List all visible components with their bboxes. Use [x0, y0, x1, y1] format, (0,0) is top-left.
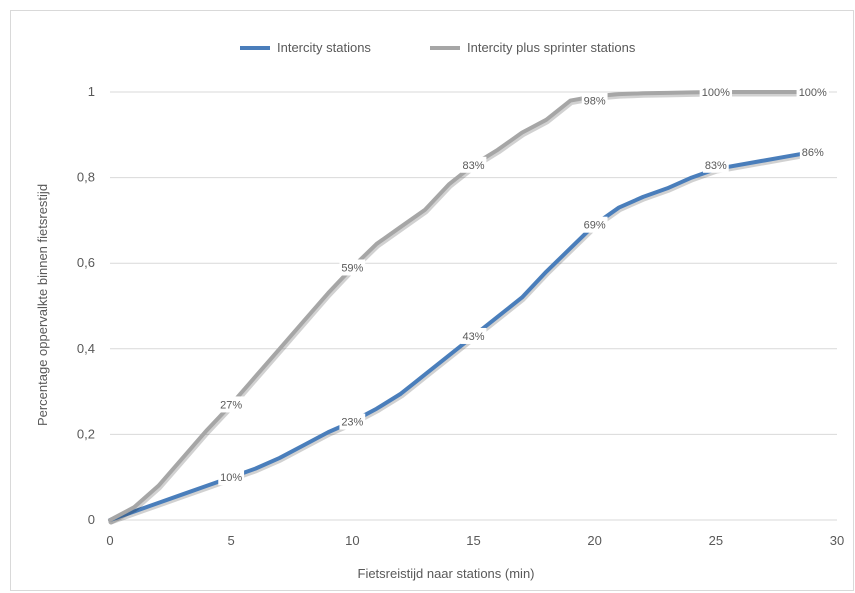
- legend: Intercity stations Intercity plus sprinte…: [240, 40, 636, 55]
- data-label: 100%: [702, 87, 730, 99]
- y-tick-label: 1: [88, 84, 95, 99]
- data-label-bg: [581, 216, 608, 233]
- y-tick-label: 0,4: [77, 341, 95, 356]
- x-tick-label: 0: [106, 533, 113, 548]
- series-layer: [108, 90, 817, 525]
- data-label: 83%: [462, 160, 484, 172]
- series-line-1: [108, 90, 815, 522]
- data-label: 83%: [705, 160, 727, 172]
- data-labels: 10% 23% 43% 69% 83% 86% 27% 59% 83% 98% 100% 100%: [218, 84, 829, 486]
- x-tick-label: 15: [466, 533, 480, 548]
- data-label-bg: [460, 156, 487, 173]
- data-label: 27%: [220, 399, 242, 411]
- data-label-bg: [218, 396, 245, 413]
- data-label-bg: [339, 413, 366, 430]
- x-axis-title: Fietsreistijd naar stations (min): [358, 566, 535, 581]
- y-axis: 0 0,2 0,4 0,6 0,8 1: [77, 84, 95, 527]
- data-label-bg: [460, 327, 487, 344]
- data-label: 10%: [220, 472, 242, 484]
- x-tick-label: 20: [587, 533, 601, 548]
- x-axis: 0 5 10 15 20 25 30: [106, 533, 844, 548]
- data-label-bg: [581, 92, 608, 109]
- data-label: 86%: [802, 147, 824, 159]
- x-tick-label: 30: [830, 533, 844, 548]
- data-label-bg: [799, 143, 826, 160]
- x-tick-label: 25: [709, 533, 723, 548]
- gridlines: [110, 91, 837, 521]
- data-label-bg: [218, 469, 245, 486]
- data-label: 43%: [462, 331, 484, 343]
- y-tick-label: 0,6: [77, 255, 95, 270]
- y-tick-label: 0: [88, 512, 95, 527]
- x-tick-label: 10: [345, 533, 359, 548]
- data-label: 59%: [341, 262, 363, 274]
- legend-label-1: Intercity plus sprinter stations: [467, 40, 636, 55]
- legend-label-0: Intercity stations: [277, 40, 371, 55]
- data-label: 23%: [341, 417, 363, 429]
- data-label-bg: [702, 156, 729, 173]
- data-label: 98%: [584, 96, 606, 108]
- data-label-bg: [339, 259, 366, 276]
- y-axis-title: Percentage oppervalkte binnen fietsresti…: [35, 184, 50, 426]
- data-label-bg: [699, 84, 733, 100]
- data-label: 69%: [584, 220, 606, 232]
- y-tick-label: 0,2: [77, 426, 95, 441]
- data-label: 100%: [799, 87, 827, 99]
- y-tick-label: 0,8: [77, 170, 95, 185]
- data-label-bg: [796, 84, 829, 100]
- x-tick-label: 5: [228, 533, 235, 548]
